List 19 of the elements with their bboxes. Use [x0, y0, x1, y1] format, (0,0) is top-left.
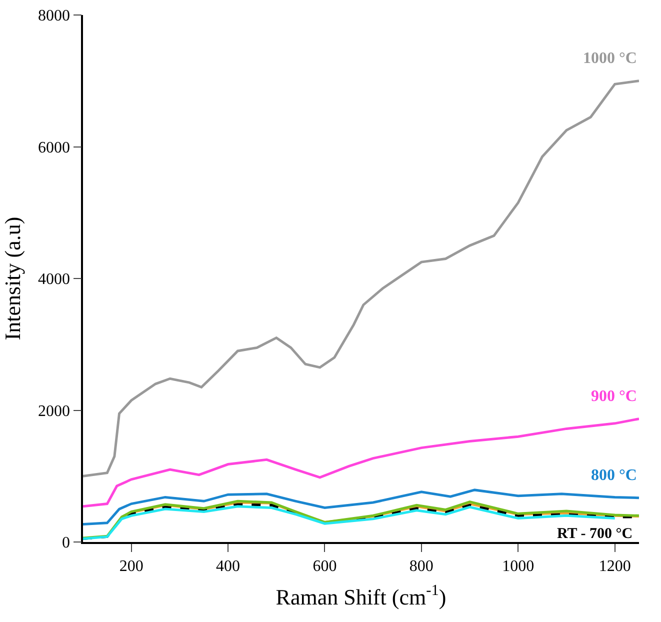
y-tick-label: 8000 [38, 8, 70, 25]
x-tick-label: 1000 [502, 558, 534, 575]
y-tick-label: 2000 [38, 402, 70, 420]
x-axis-title: Raman Shift (cm$^{-1}$) [276, 582, 446, 610]
x-tick-label: 1200 [598, 558, 631, 575]
series-label: 1000 °C [583, 50, 637, 67]
x-tick-label: 600 [312, 558, 337, 575]
series-label: 900 °C [591, 388, 637, 405]
series-label: 800 °C [591, 467, 637, 484]
x-tick-label: 200 [119, 558, 144, 575]
y-tick-label: 6000 [38, 139, 70, 156]
line-series [83, 418, 639, 508]
y-axis-title: Intensity (a.u) [0, 216, 25, 340]
x-tick-label: 800 [409, 558, 434, 575]
x-tick-label: 400 [216, 558, 240, 575]
y-tick-label: 0 [62, 534, 70, 552]
line-series [83, 488, 639, 526]
y-tick-label: 4000 [38, 271, 70, 288]
annotation: RT - 700 °C [557, 526, 633, 542]
